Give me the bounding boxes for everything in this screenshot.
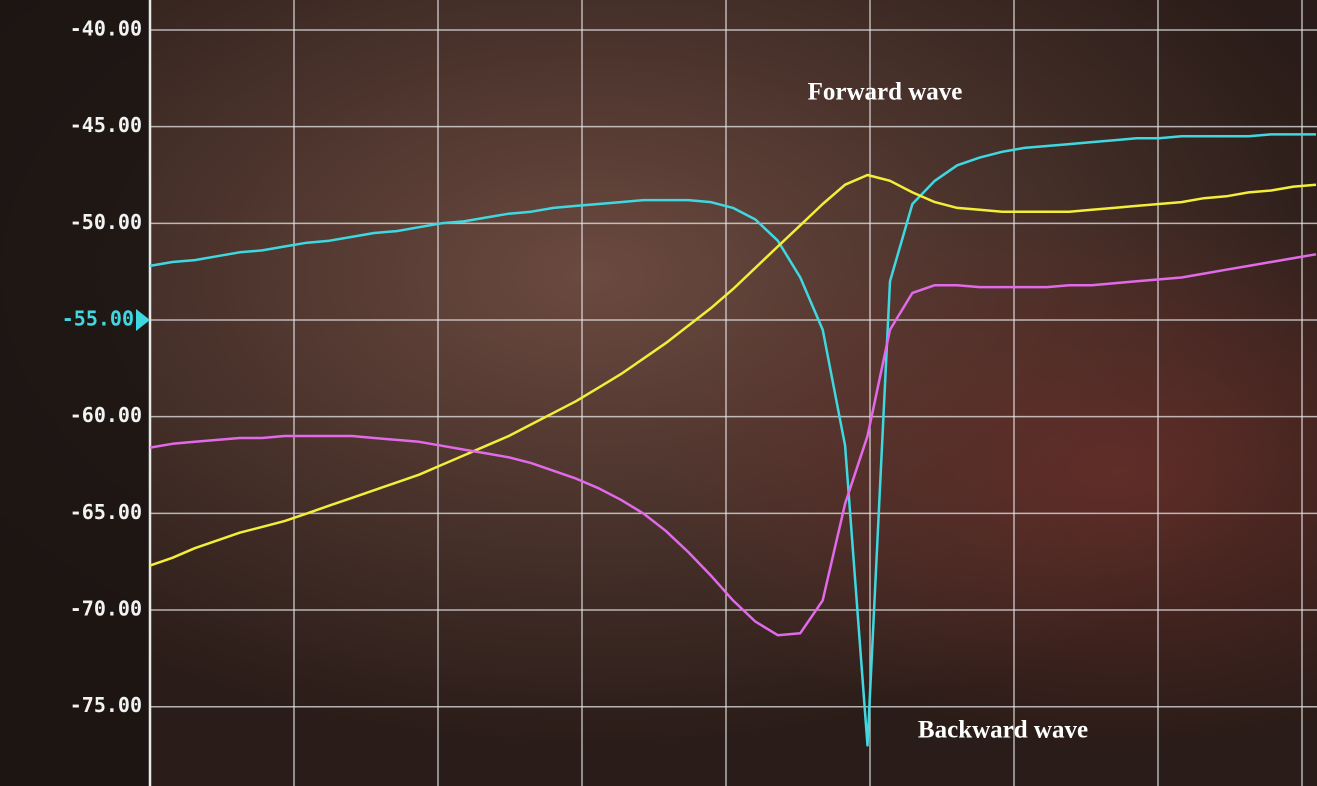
y-tick-label: -75.00 xyxy=(70,693,142,717)
y-tick-label: -50.00 xyxy=(70,210,142,234)
page: {"chart_data": { "type": "line", "catego… xyxy=(0,0,1317,786)
y-tick-label: -70.00 xyxy=(70,597,142,621)
y-tick-label: -40.00 xyxy=(70,16,142,40)
y-tick-label: -45.00 xyxy=(70,113,142,137)
y-tick-label: -60.00 xyxy=(70,403,142,427)
y-tick-label: -55.00 xyxy=(62,307,134,331)
y-tick-label: -65.00 xyxy=(70,500,142,524)
annotation: Forward wave xyxy=(808,79,963,106)
annotation: Backward wave xyxy=(918,717,1088,744)
plot-background-glow xyxy=(0,0,1317,786)
chart: -40.00 -45.00 -50.00 -55.00 -60.00 -65.00 -70.… xyxy=(0,0,1317,786)
